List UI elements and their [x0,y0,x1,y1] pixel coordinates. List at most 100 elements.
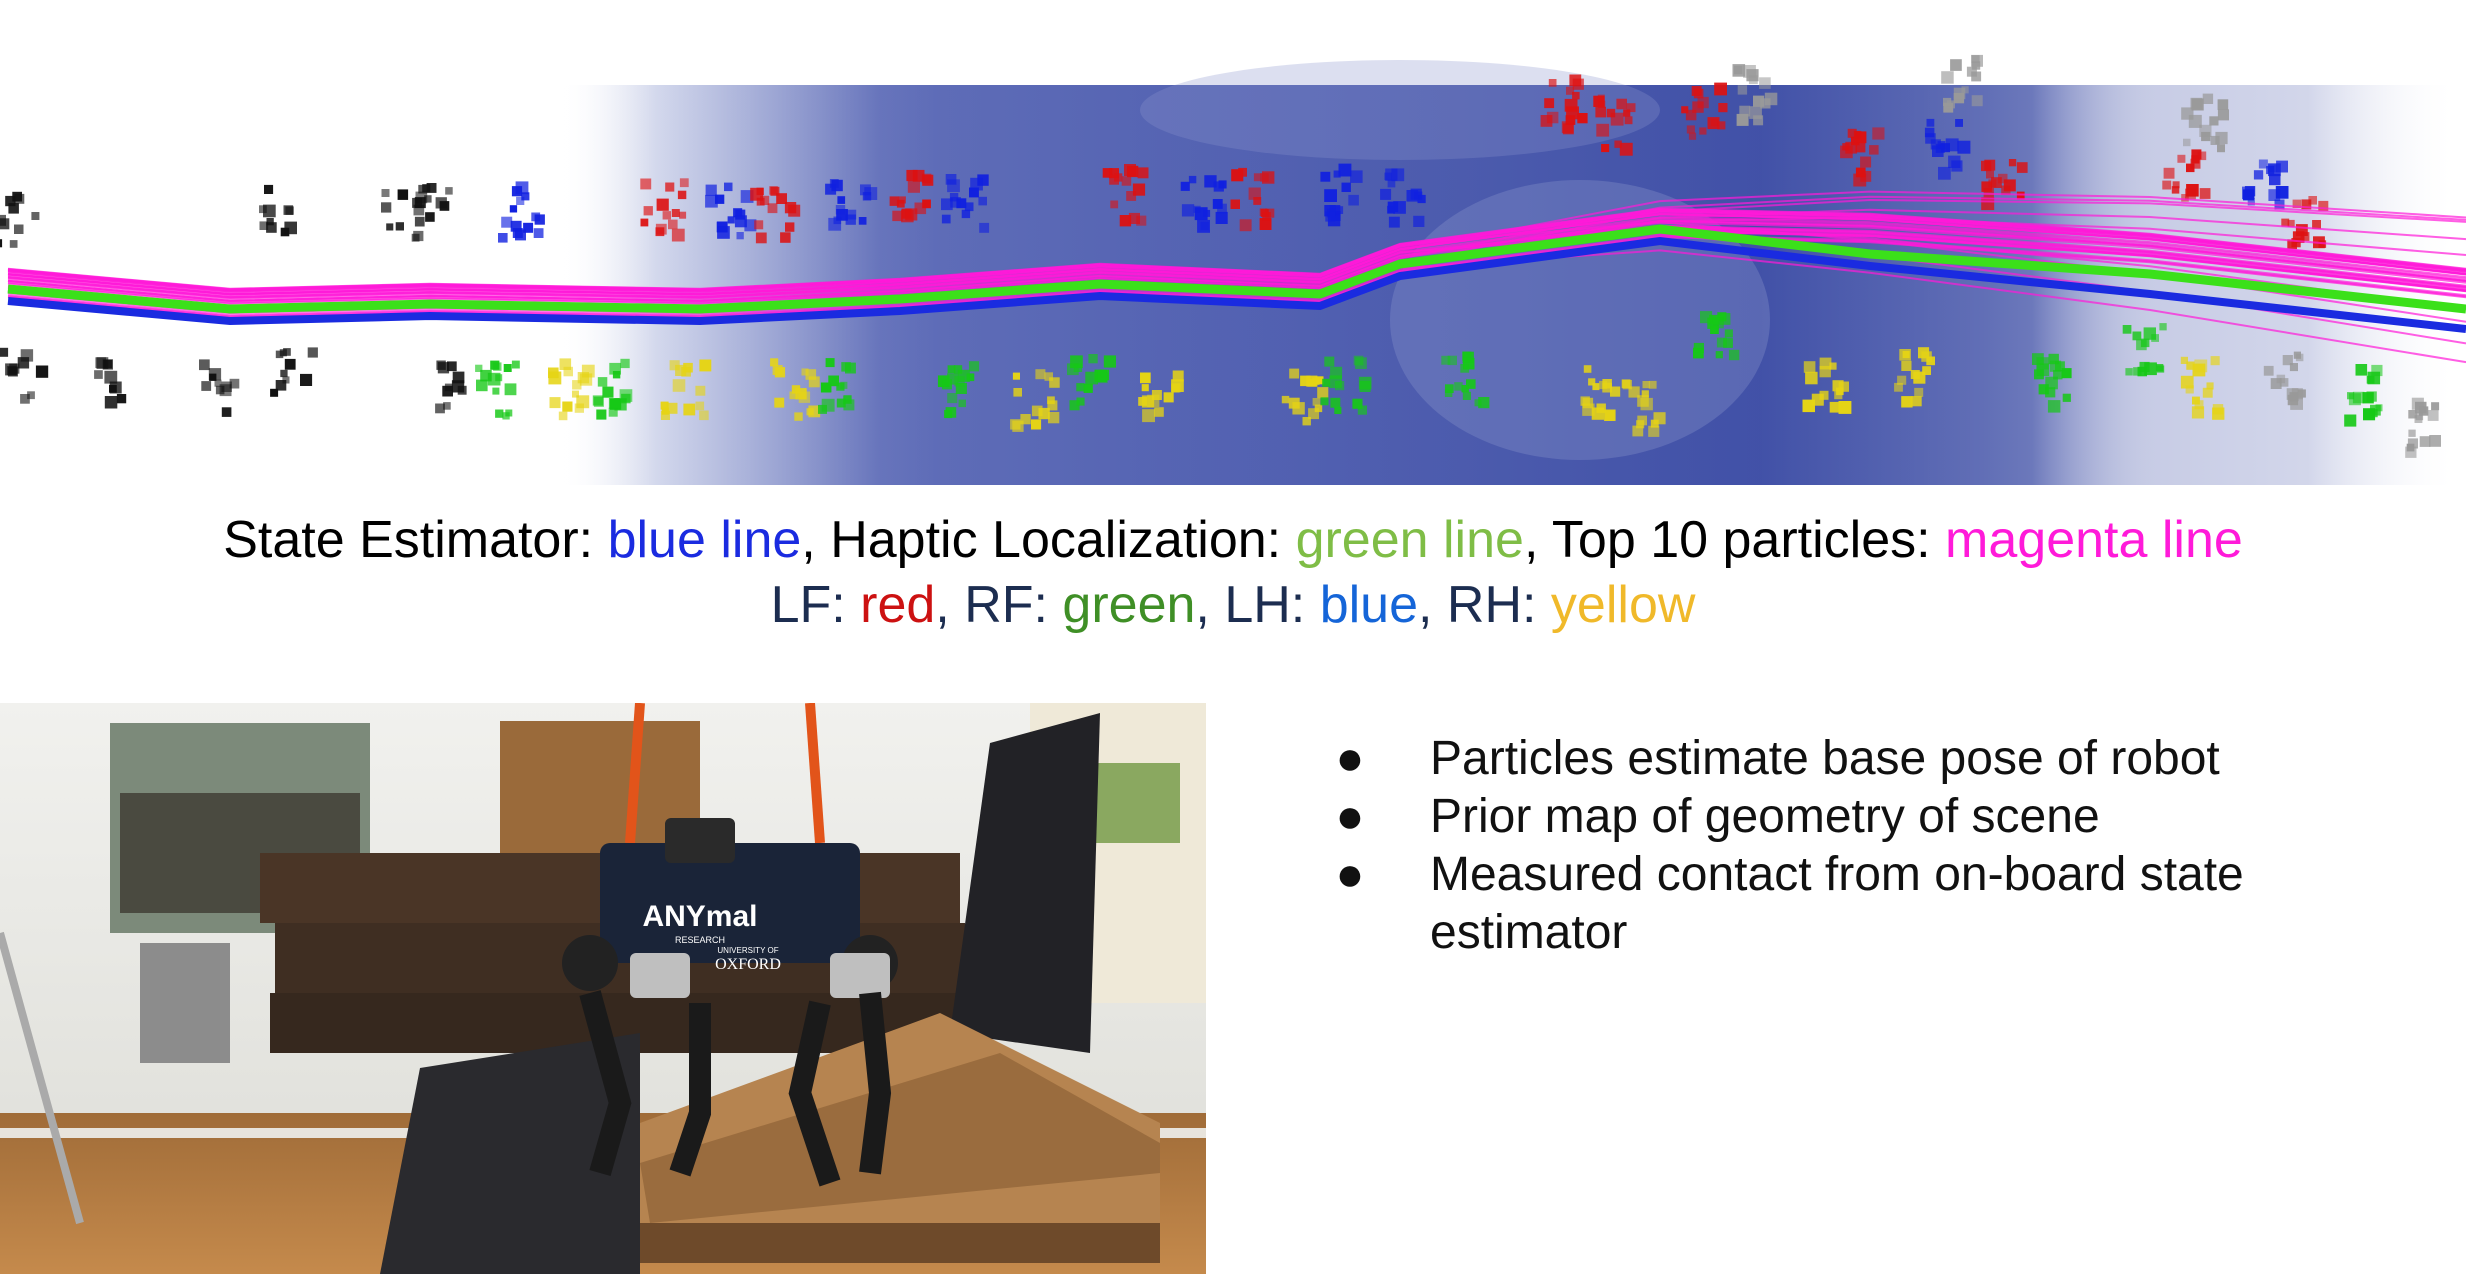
footstep-particle [2297,389,2306,398]
leg-rf [859,991,892,1175]
footstep-particle [413,230,424,242]
footstep-particle [424,195,432,203]
footstep-particle [1566,106,1579,120]
footstep-particle [14,224,24,234]
footstep-particle [655,223,667,235]
footstep-particles [0,54,2441,458]
footstep-particle [1588,378,1596,386]
footstep-particle [1739,105,1751,117]
footstep-particle [906,169,918,182]
footstep-particle [612,371,621,379]
footstep-particle [1406,190,1419,202]
state-estimator-label: State Estimator: [223,511,608,569]
footstep-particle [947,373,959,385]
footstep-particle [716,222,728,233]
footstep-particle [941,198,953,211]
footstep-particle [1932,145,1944,157]
footstep-particle [109,381,122,394]
footstep-particle [1971,54,1983,67]
footstep-particle [1930,139,1941,150]
footstep-particle [1540,115,1553,127]
footstep-particle [31,212,40,220]
footstep-particle [1686,125,1695,134]
footstep-particle [1083,383,1093,393]
footstep-particle [1951,160,1963,172]
footstep-particle [1582,403,1595,416]
footstep-particle [750,187,764,201]
footstep-particle [2215,131,2228,145]
footstep-particle [221,381,232,392]
footstep-particle [1718,103,1728,113]
footstep-particle [435,197,447,209]
university-label: UNIVERSITY OF [717,946,778,955]
footstep-particle [504,383,517,396]
bullet-text: Prior map of geometry of scene [1430,790,2100,843]
particles-color: magenta line [1945,511,2243,569]
footstep-particle [2122,325,2132,334]
footstep-particle [1163,392,1174,403]
footstep-particle [2143,327,2156,340]
footstep-particle [840,381,848,389]
footstep-particle [1020,414,1031,425]
footstep-particle [1387,179,1396,188]
footstep-particle [1834,391,1843,400]
footstep-particle [593,396,604,407]
footstep-particle [979,222,990,233]
actuator-left [630,953,690,998]
ramp-left [380,1033,640,1274]
footstep-particle [2279,378,2289,387]
footstep-particle [2429,435,2441,447]
footstep-particle [549,397,561,409]
footstep-particle [679,211,687,219]
footstep-particle [2301,199,2312,210]
footstep-particle [2287,219,2295,227]
black-board [950,713,1100,1053]
robot: ANYmal RESEARCH UNIVERSITY OF OXFORD [562,703,898,1187]
footstep-particle [386,223,394,231]
footstep-particle [559,358,572,370]
footstep-particle [452,371,465,384]
harness-strap-left [625,703,645,844]
separator: , [1523,511,1552,569]
footstep-particle [214,379,222,387]
footstep-particle [1067,363,1079,376]
footstep-particle [1562,123,1574,135]
footstep-particle [896,199,905,208]
footstep-particle [1213,181,1224,192]
footstep-particle [776,193,787,204]
footstep-particle [2045,376,2058,390]
footstep-particle [2281,218,2290,227]
footstep-particle [1642,381,1650,389]
footstep-particle [2300,232,2310,241]
footstep-particle [1746,69,1759,82]
footstep-particle [724,182,733,192]
footstep-particle [215,385,225,395]
lh-label: LH: [1224,576,1320,634]
footstep-particle [619,389,633,402]
footstep-particle [1901,360,1912,371]
footstep-particle [1623,109,1631,117]
footstep-particle [835,205,846,215]
footstep-particle [1322,378,1331,387]
footstep-particle [1320,397,1329,406]
footstep-particle [1760,98,1771,109]
footstep-particle [1697,96,1709,109]
footstep-particle [1380,188,1392,200]
footstep-particle [445,187,453,195]
footstep-particle [1648,380,1657,389]
footstep-particle [1624,116,1633,125]
footstep-particle [1385,168,1398,181]
footstep-particle [2355,364,2368,376]
footstep-particle [102,359,113,370]
footstep-particle [1860,156,1872,168]
footstep-particle [860,184,871,196]
footstep-particle [1121,176,1132,186]
footstep-particle [558,411,568,421]
footstep-particle [829,179,839,188]
footstep-particle [2210,356,2220,366]
footstep-particle [2318,200,2329,211]
leg-rh [788,1000,841,1187]
footstep-particle [199,359,210,371]
footstep-particle [2053,370,2063,380]
footstep-particle [1140,372,1151,384]
